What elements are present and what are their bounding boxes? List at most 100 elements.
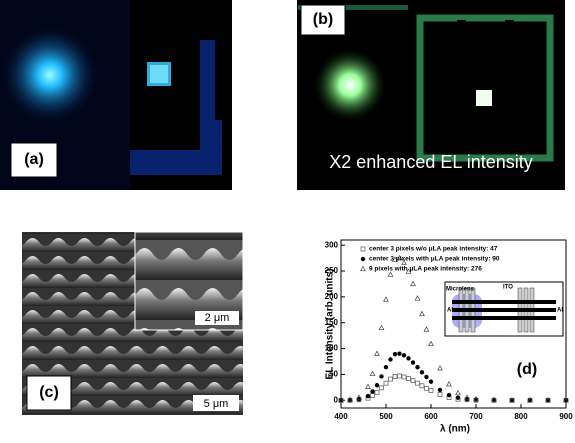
data-point [415, 380, 420, 386]
glow-electrode [130, 40, 222, 175]
scale-label: 5 μm [204, 398, 229, 410]
glow-pixel [2, 27, 98, 123]
data-point [374, 390, 380, 395]
data-point [383, 380, 389, 386]
data-point [464, 394, 470, 400]
al-line [452, 308, 556, 312]
y-tick-label: 100 [325, 344, 339, 353]
al-line [452, 316, 556, 320]
data-point [392, 352, 398, 357]
data-point [428, 388, 434, 393]
data-point [509, 397, 515, 403]
panel-d: EL Intensity (arb. units) λ (nm) Microle… [325, 239, 573, 435]
inset-diagram: Microlens ITO Al Al [444, 281, 564, 337]
data-point [455, 395, 461, 400]
legend-marker [360, 256, 366, 262]
scale-box [193, 395, 239, 411]
data-point [446, 392, 452, 398]
pixel-core [150, 65, 168, 83]
electrode [505, 20, 514, 150]
data-point [473, 395, 479, 402]
data-point [401, 374, 407, 380]
data-point [419, 310, 425, 317]
electrode [457, 20, 466, 150]
data-point [410, 280, 416, 287]
data-point [388, 357, 393, 362]
scale-box [195, 311, 239, 325]
x-tick-label: 700 [469, 412, 483, 421]
panel-label: (b) [313, 11, 333, 28]
x-tick-label: 600 [424, 412, 438, 421]
y-tick-label: 50 [329, 370, 338, 379]
scale-label: 2 μm [205, 312, 230, 324]
data-point [419, 383, 425, 389]
glow-pixel [314, 49, 386, 121]
inset-label: Al [557, 308, 563, 314]
x-tick-label: 800 [514, 412, 528, 421]
y-axis-label: EL Intensity (arb. units) [325, 269, 336, 380]
panel-a: (a) [0, 0, 232, 190]
x-tick-label: 900 [559, 412, 573, 421]
data-point [379, 374, 384, 379]
label-box [300, 4, 346, 36]
data-point [405, 268, 412, 274]
legend-marker [360, 265, 366, 272]
y-tick-label: 150 [325, 318, 339, 327]
data-point [437, 387, 443, 393]
inset-label: Al [447, 308, 453, 314]
y-tick-label: 200 [325, 292, 339, 301]
glow-edge [298, 5, 408, 10]
data-point [383, 296, 389, 302]
legend-label: center 3 pixels w/o μLA peak intensity: … [369, 246, 498, 253]
data-point [370, 389, 375, 394]
data-point [423, 326, 430, 332]
x-axis-label: λ (nm) [440, 424, 470, 435]
panel-b: (b) X2 enhanced EL intensity [297, 0, 565, 190]
x-tick-label: 500 [379, 412, 393, 421]
data-point [392, 374, 398, 379]
y-tick-label: 0 [334, 395, 339, 404]
y-tick-label: 250 [325, 266, 339, 275]
data-point [406, 376, 411, 381]
data-point [491, 396, 497, 402]
data-point [401, 259, 407, 265]
data-point [365, 383, 371, 389]
data-point [415, 364, 420, 370]
data-point [378, 324, 385, 331]
data-point [424, 374, 429, 380]
panel-label: (a) [24, 151, 44, 168]
panel-label: (d) [517, 361, 537, 378]
data-point [396, 254, 403, 261]
panel-c: 2 μm 5 μm (c) [22, 231, 244, 415]
inset-label: Microlens [446, 287, 475, 293]
data-point [383, 364, 389, 370]
caption: X2 enhanced EL intensity [329, 152, 532, 172]
data-point [446, 380, 452, 387]
legend-label: 9 pixels with μLA peak intensity: 276 [369, 266, 482, 273]
data-point [455, 389, 461, 396]
data-point [428, 379, 434, 384]
label-box [26, 375, 72, 411]
legend-label: center 3 pixels with μLA peak intensity:… [369, 256, 500, 263]
data-point [401, 353, 407, 358]
data-point [563, 397, 569, 403]
al-line [452, 300, 556, 304]
data-point [356, 394, 362, 400]
x-tick-label: 400 [334, 412, 348, 421]
data-point [392, 256, 398, 262]
y-tick-label: 300 [325, 240, 339, 249]
data-point [410, 360, 416, 365]
data-point [397, 351, 402, 356]
legend-marker [360, 246, 366, 252]
data-point [437, 364, 443, 371]
data-point [387, 271, 394, 277]
pixel [476, 90, 492, 106]
data-point [406, 356, 411, 361]
data-point [379, 385, 384, 391]
data-point [437, 392, 443, 397]
data-point [428, 340, 434, 347]
data-point [414, 295, 421, 301]
data-point [527, 397, 533, 403]
inset-label: ITO [503, 285, 513, 291]
